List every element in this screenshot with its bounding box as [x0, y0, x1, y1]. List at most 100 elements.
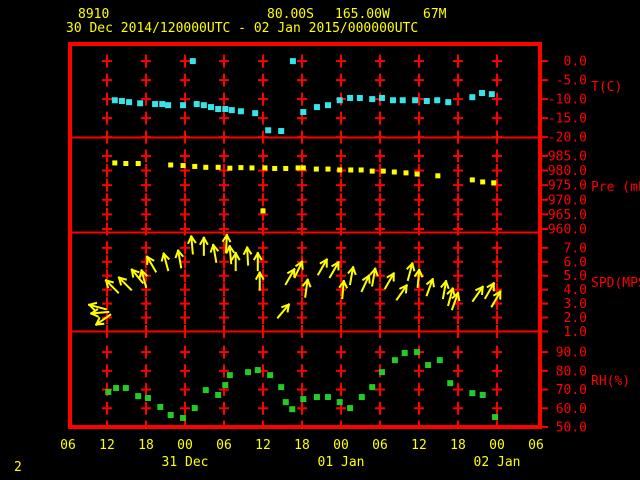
data-point: [168, 162, 174, 168]
wind-arrow: [230, 251, 241, 272]
temperature-series: [111, 58, 495, 135]
data-point: [226, 372, 233, 379]
data-point: [469, 177, 475, 183]
wind-arrow-shaft: [348, 266, 355, 286]
data-point: [189, 58, 196, 65]
data-point: [122, 385, 129, 392]
data-point: [295, 165, 301, 171]
wind-arrow-head: [87, 303, 96, 312]
data-point: [358, 394, 365, 401]
data-point: [113, 385, 120, 392]
y-tick-label: 1.0: [564, 325, 587, 340]
station-elevation: 67M: [423, 7, 447, 22]
wind-arrow: [242, 246, 253, 266]
wind-arrow-head: [90, 312, 100, 318]
data-point: [135, 393, 142, 400]
wind-arrow-shaft: [90, 310, 110, 315]
data-point: [105, 388, 112, 395]
data-point: [278, 384, 285, 391]
wind-arrow: [187, 235, 197, 255]
data-point: [445, 99, 452, 106]
wind-arrow-head: [242, 246, 249, 256]
wind-arrow-head: [209, 243, 215, 253]
data-point: [193, 101, 200, 108]
data-point: [137, 100, 144, 107]
data-point: [423, 98, 430, 105]
data-point: [447, 380, 454, 387]
wind-arrow-shaft: [490, 290, 502, 308]
data-point: [191, 405, 198, 412]
data-point: [215, 391, 222, 398]
wind-arrow: [446, 287, 456, 307]
wind-arrow-head: [254, 271, 262, 281]
wind-arrow-head: [373, 267, 379, 277]
wind-arrow-head: [104, 279, 110, 289]
wind-arrow-shaft: [293, 260, 304, 279]
wind-arrow-shaft: [441, 280, 448, 300]
wind-arrow-head: [145, 255, 155, 262]
data-point: [325, 166, 331, 172]
y-tick-label: 985.0: [548, 149, 587, 164]
wind-arrow-shaft: [395, 284, 409, 301]
x-hour-label: 12: [255, 438, 271, 453]
wind-arrow-shaft: [383, 272, 396, 290]
wind-arrow: [89, 308, 110, 318]
wind-arrow-shaft: [276, 303, 291, 319]
data-point: [358, 167, 364, 173]
wind-arrow-shaft: [316, 258, 329, 276]
data-point: [356, 94, 363, 101]
wind-arrow-head: [286, 303, 291, 313]
data-point: [313, 104, 320, 111]
wind-arrow-head: [140, 269, 148, 277]
wind-arrow: [160, 252, 171, 272]
data-point: [278, 128, 285, 135]
wind-arrow-head: [475, 285, 485, 292]
data-point: [118, 98, 125, 105]
wind-arrow-head: [342, 279, 349, 289]
data-point: [237, 108, 244, 115]
station-longitude: 165.00W: [335, 7, 390, 22]
wind-arrow-shaft: [94, 313, 112, 326]
wind-arrow-head: [187, 235, 193, 245]
data-point: [337, 167, 343, 173]
wind-arrow-head: [245, 246, 253, 255]
data-point: [238, 165, 244, 171]
wind-arrow-head: [480, 285, 484, 295]
wind-arrow: [413, 268, 424, 288]
x-hour-label: 00: [177, 438, 193, 453]
wind-arrow: [301, 278, 312, 298]
wind-arrow: [130, 268, 145, 285]
wind-arrow: [440, 279, 450, 300]
wind-arrow-head: [198, 236, 206, 246]
wind-arrow-shaft: [117, 276, 133, 292]
wind-arrow-shaft: [212, 243, 218, 263]
wind-arrow-head: [440, 279, 448, 289]
x-hour-label: 06: [216, 438, 232, 453]
data-point: [403, 170, 409, 176]
wind-arrow-head: [228, 244, 236, 254]
wind-arrow-head: [301, 278, 310, 287]
wind-arrow: [284, 268, 296, 286]
wind-arrow: [316, 258, 329, 276]
wind-arrow-head: [306, 278, 312, 288]
data-point: [282, 399, 289, 406]
wind-arrow-head: [88, 301, 98, 307]
wind-arrow: [369, 267, 379, 287]
wind-arrow-shaft: [145, 255, 158, 273]
wind-arrow-head: [486, 281, 496, 289]
data-point: [144, 394, 151, 401]
wind-arrow-shaft: [425, 277, 434, 297]
x-hour-label: 06: [60, 438, 76, 453]
y-tick-label: 6.0: [564, 255, 587, 270]
wind-arrow-head: [361, 274, 371, 282]
x-hour-label: 06: [372, 438, 388, 453]
wind-arrow: [405, 262, 416, 282]
station-latitude: 80.00S: [267, 7, 314, 22]
y-tick-label: 60.0: [556, 402, 587, 417]
data-point: [157, 403, 164, 410]
wind-arrow-head: [94, 316, 101, 326]
y-tick-label: 4.0: [564, 283, 587, 298]
data-point: [479, 391, 486, 398]
data-point: [135, 161, 141, 167]
wind-arrow: [209, 243, 220, 263]
